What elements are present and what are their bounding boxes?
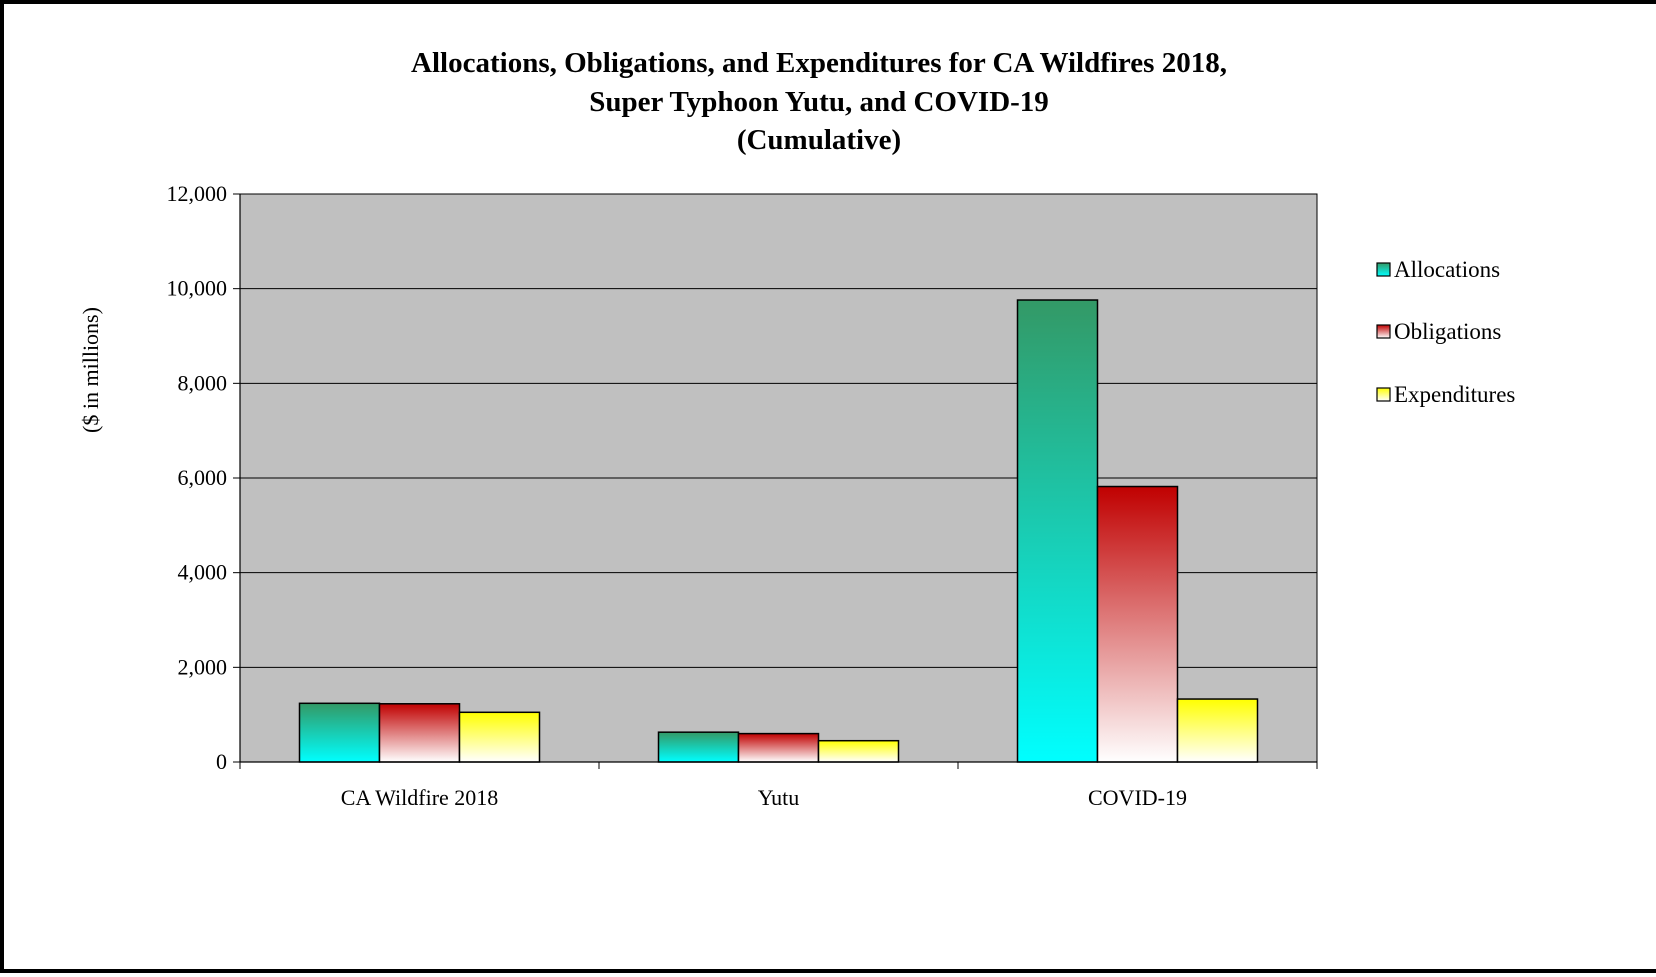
legend-label-obligations: Obligations bbox=[1394, 319, 1501, 344]
bars bbox=[298, 299, 1259, 763]
x-tick-labels: CA Wildfire 2018 Yutu COVID-19 bbox=[341, 785, 1187, 810]
y-tick-label: 0 bbox=[216, 749, 227, 774]
legend-swatch-expenditures bbox=[1376, 387, 1391, 402]
bar-obligations-0 bbox=[378, 703, 461, 763]
y-tick-labels: 0 2,000 4,000 6,000 8,000 10,000 12,000 bbox=[167, 181, 228, 774]
chart-title-line: Allocations, Obligations, and Expenditur… bbox=[411, 47, 1227, 79]
chart-title-line: (Cumulative) bbox=[737, 124, 901, 156]
legend-label-allocations: Allocations bbox=[1394, 257, 1500, 282]
bar-expenditures-1 bbox=[817, 739, 900, 763]
legend-swatch-obligations bbox=[1376, 324, 1391, 339]
bar-allocations-2 bbox=[1016, 299, 1099, 763]
bar-allocations-0 bbox=[298, 702, 381, 763]
x-tick-label: Yutu bbox=[758, 785, 800, 810]
y-tick-label: 4,000 bbox=[178, 560, 228, 585]
y-axis-title: ($ in millions) bbox=[78, 307, 103, 433]
axes bbox=[233, 193, 1318, 769]
y-tick-label: 12,000 bbox=[167, 181, 228, 206]
bar-expenditures-2 bbox=[1176, 698, 1259, 763]
bar-chart: Allocations, Obligations, and Expenditur… bbox=[78, 47, 1515, 810]
y-tick-label: 6,000 bbox=[178, 465, 228, 490]
bar-allocations-1 bbox=[657, 731, 740, 763]
chart-title: Allocations, Obligations, and Expenditur… bbox=[411, 47, 1227, 156]
bar-obligations-1 bbox=[737, 732, 820, 763]
chart-title-line: Super Typhoon Yutu, and COVID-19 bbox=[589, 86, 1049, 118]
legend-label-expenditures: Expenditures bbox=[1394, 382, 1515, 407]
bar-obligations-2 bbox=[1096, 485, 1179, 763]
y-tick-label: 2,000 bbox=[178, 654, 228, 679]
bar-expenditures-0 bbox=[458, 711, 541, 763]
y-tick-label: 8,000 bbox=[178, 370, 228, 395]
legend-swatch-allocations bbox=[1376, 262, 1391, 277]
x-tick-label: CA Wildfire 2018 bbox=[341, 785, 499, 810]
y-tick-label: 10,000 bbox=[167, 276, 228, 301]
legend: Allocations Obligations Expenditures bbox=[1376, 257, 1515, 407]
x-tick-label: COVID-19 bbox=[1088, 785, 1187, 810]
